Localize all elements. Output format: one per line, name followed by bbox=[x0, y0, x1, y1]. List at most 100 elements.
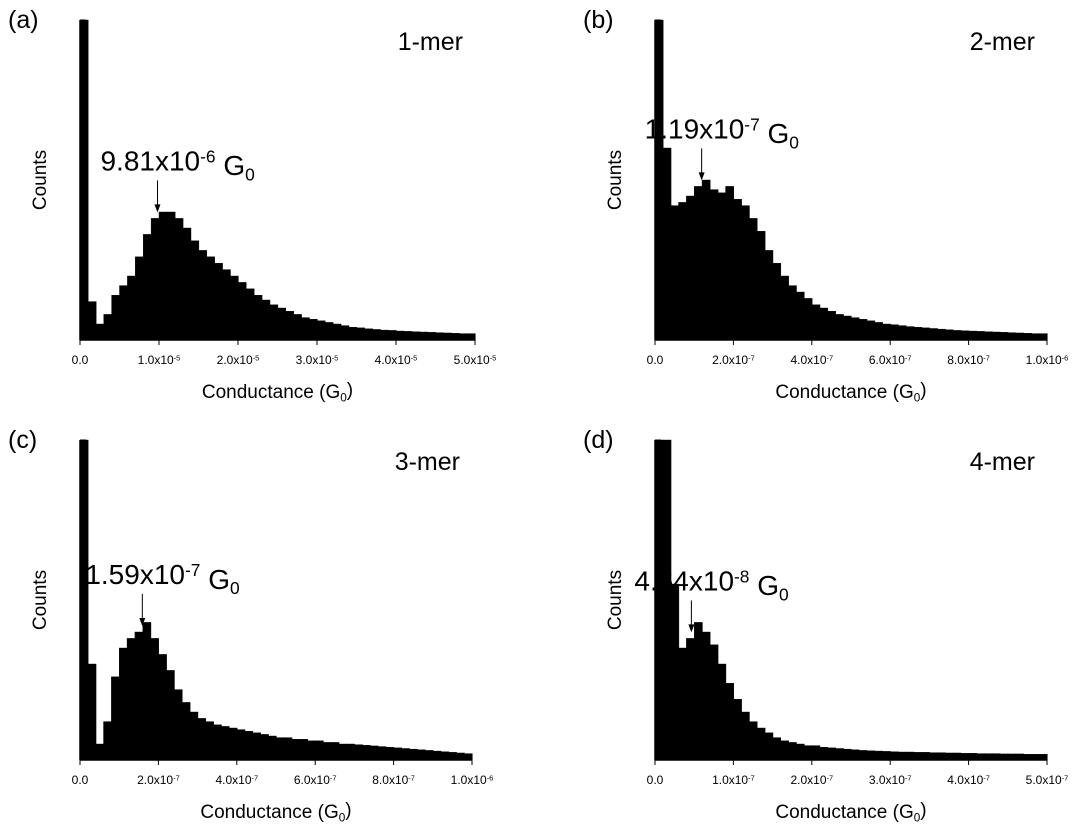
histogram-bar bbox=[733, 198, 742, 341]
x-axis-title: Conductance (G0​) bbox=[202, 380, 353, 405]
annotation-arrowhead bbox=[688, 624, 695, 633]
panel-label: (c) bbox=[8, 426, 37, 454]
x-tick-label: 1.0x10-7​ bbox=[712, 773, 755, 787]
histogram-bar bbox=[87, 301, 97, 341]
histogram-bar bbox=[409, 748, 418, 761]
histogram-bar bbox=[385, 747, 395, 761]
histogram-bar bbox=[772, 263, 782, 341]
histogram-bar bbox=[795, 291, 805, 341]
histogram-bar bbox=[819, 747, 829, 761]
histogram-bar bbox=[866, 320, 876, 341]
histogram-bar bbox=[686, 195, 695, 341]
histogram-bar bbox=[882, 751, 891, 761]
histogram-bar bbox=[984, 331, 993, 341]
histogram-bar bbox=[181, 702, 191, 761]
histogram-bar bbox=[416, 749, 426, 761]
histogram-bar bbox=[670, 583, 680, 761]
histogram-bar bbox=[142, 234, 152, 341]
histogram-bar bbox=[315, 740, 324, 761]
histogram-bar bbox=[858, 750, 868, 761]
histogram-bar bbox=[338, 743, 348, 761]
histogram-bar bbox=[79, 19, 89, 341]
panel-title: 4-mer bbox=[970, 448, 1035, 476]
histogram-bar bbox=[960, 753, 970, 761]
histogram-bar bbox=[135, 256, 144, 341]
histogram-bar bbox=[686, 638, 695, 761]
histogram-bar bbox=[842, 315, 852, 341]
histogram-bar bbox=[788, 285, 797, 341]
histogram-bar bbox=[190, 240, 200, 341]
annotation-arrowhead bbox=[698, 172, 705, 181]
histogram-bar bbox=[780, 740, 789, 761]
histogram-bar bbox=[260, 734, 269, 761]
histogram-bar bbox=[377, 746, 387, 761]
panel-title: 2-mer bbox=[970, 28, 1035, 56]
histogram-bar bbox=[929, 328, 938, 341]
annotation-label: 1.19x10-7​ G0​ bbox=[645, 113, 799, 152]
annotation-label: 9.81x10-6​ G0​ bbox=[100, 145, 254, 184]
histogram-bar bbox=[448, 752, 457, 761]
histogram-bar bbox=[803, 298, 813, 341]
histogram-bar bbox=[741, 711, 750, 761]
histogram-bar bbox=[921, 327, 930, 341]
annotation-arrowhead bbox=[154, 204, 161, 213]
histogram-bar bbox=[118, 647, 128, 761]
histogram-bar bbox=[890, 324, 899, 341]
histogram-bar bbox=[741, 205, 750, 341]
histogram-bar bbox=[401, 748, 410, 761]
histogram-bar bbox=[173, 689, 183, 761]
histogram-bar bbox=[701, 631, 711, 761]
histogram-bar bbox=[795, 743, 805, 761]
histogram-bar bbox=[267, 735, 277, 761]
histogram-bar bbox=[293, 314, 302, 341]
histogram-bar bbox=[166, 670, 175, 761]
x-tick-label: 0.0 bbox=[72, 353, 89, 367]
y-axis-title: Counts bbox=[30, 150, 51, 210]
x-tick-label: 2.0x10-7​ bbox=[712, 353, 755, 367]
histogram-bar bbox=[788, 742, 797, 761]
histogram-bar bbox=[411, 331, 421, 341]
histogram-bar bbox=[1007, 753, 1017, 761]
histogram-bar bbox=[952, 330, 962, 341]
x-axis-title: Conductance (G0​) bbox=[200, 800, 351, 825]
histogram-bar bbox=[1023, 333, 1032, 341]
histogram-bar bbox=[819, 307, 829, 341]
histogram-bar bbox=[103, 721, 112, 761]
histogram-bar bbox=[459, 333, 468, 341]
histogram-bar bbox=[236, 729, 246, 761]
x-axis-title: Conductance (G0​) bbox=[775, 800, 926, 825]
histogram-bar bbox=[654, 19, 664, 341]
x-tick-label: 0.0 bbox=[647, 353, 664, 367]
histogram-bar bbox=[756, 727, 766, 761]
x-tick-label: 6.0x10-7​ bbox=[869, 353, 912, 367]
histogram-bar bbox=[229, 275, 239, 341]
histogram-bar bbox=[944, 329, 954, 341]
histogram-bar bbox=[991, 331, 1001, 341]
histogram-bar bbox=[340, 325, 350, 341]
histogram-bar bbox=[220, 726, 230, 761]
histogram-bar bbox=[725, 683, 734, 761]
histogram-bar bbox=[882, 323, 891, 341]
panel-title: 3-mer bbox=[395, 448, 460, 476]
panel-label: (a) bbox=[8, 6, 39, 34]
histogram-bar bbox=[827, 747, 836, 761]
histogram-bar bbox=[937, 752, 946, 761]
histogram-bar bbox=[126, 638, 136, 761]
histogram-bar bbox=[694, 622, 703, 761]
x-tick-label: 1.0x10-5​ bbox=[138, 353, 181, 367]
histogram-bar bbox=[299, 739, 308, 761]
histogram-bar bbox=[968, 753, 978, 761]
histogram-bar bbox=[158, 654, 167, 761]
panel-label: (d) bbox=[583, 426, 614, 454]
histogram-bar bbox=[252, 732, 261, 761]
histogram-bar bbox=[913, 752, 923, 761]
histogram-bar bbox=[1015, 753, 1025, 761]
histogram-bar bbox=[221, 269, 231, 341]
histogram-bar bbox=[322, 742, 332, 761]
x-tick-label: 2.0x10-5​ bbox=[217, 353, 260, 367]
x-tick-label: 8.0x10-7​ bbox=[947, 353, 990, 367]
histogram-bar bbox=[905, 326, 915, 341]
y-axis-title: Counts bbox=[30, 570, 51, 630]
histogram-bar bbox=[87, 663, 97, 761]
